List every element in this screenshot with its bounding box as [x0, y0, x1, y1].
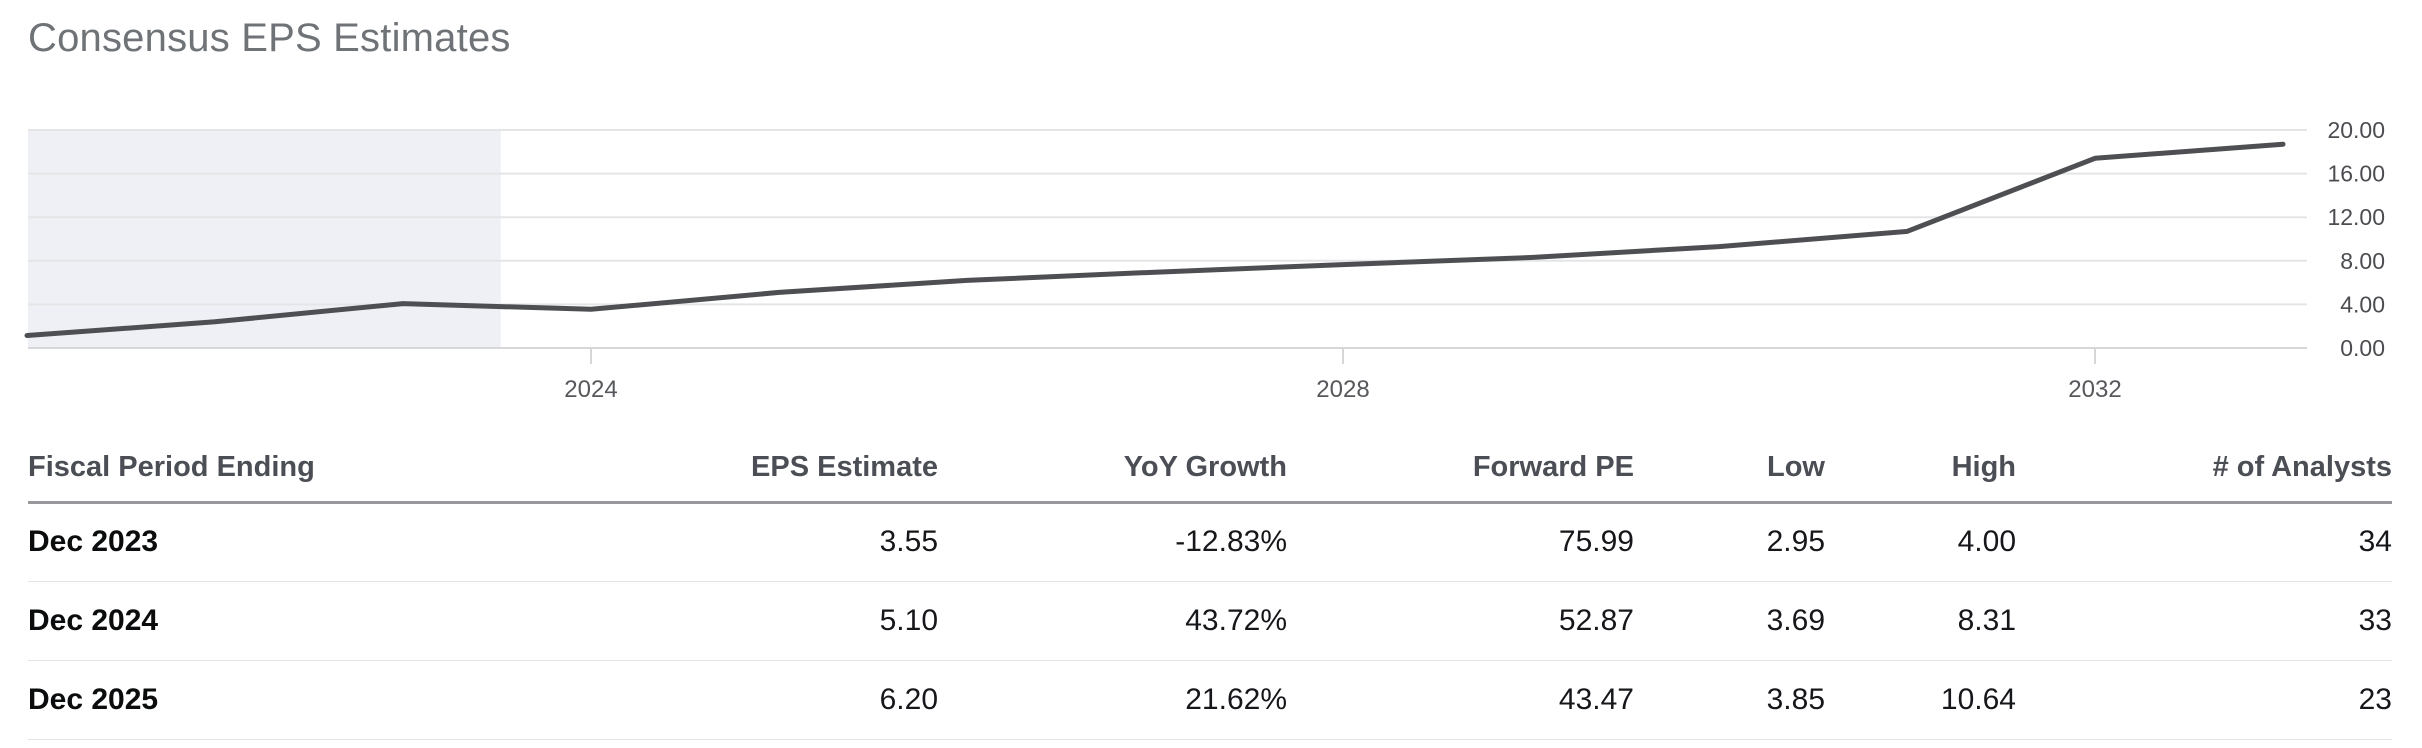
cell-value: 75.99 [1558, 525, 1634, 558]
cell-value: 6.20 [879, 682, 938, 716]
y-tick-label: 0.00 [2340, 335, 2385, 361]
eps-estimates-chart: 0.00 4.00 8.00 12.00 16.00 20.00 2024 2028 2032 [24, 117, 2385, 403]
cell-value: 21.62% [1185, 682, 1287, 716]
cell-value: 43.47 [1558, 682, 1634, 716]
col-header-num-analysts: # of Analysts [2212, 450, 2392, 483]
col-header-fiscal-period: Fiscal Period Ending [28, 450, 315, 483]
cell-value: 8.31 [1957, 603, 2016, 637]
table-row: Dec 2023 3.55 -12.83% 75.99 2.95 4.00 34 [28, 502, 2392, 581]
x-tick-label: 2028 [1316, 376, 1369, 403]
cell-value: 3.69 [1766, 603, 1825, 637]
cell-fiscal-period: Dec 2025 [28, 682, 159, 716]
cell-value: 4.00 [1957, 525, 2016, 558]
page-title: Consensus EPS Estimates [28, 16, 511, 60]
col-header-eps-estimate: EPS Estimate [751, 450, 938, 483]
x-tick-label: 2032 [2068, 376, 2121, 403]
table-row: Dec 2025 6.20 21.62% 43.47 3.85 10.64 23 [28, 660, 2392, 739]
y-tick-label: 20.00 [2327, 117, 2385, 143]
historical-region [28, 130, 501, 348]
col-header-high: High [1951, 450, 2016, 483]
col-header-yoy-growth: YoY Growth [1123, 450, 1287, 483]
cell-value: -12.83% [1175, 525, 1287, 558]
col-header-low: Low [1767, 450, 1825, 483]
cell-fiscal-period: Dec 2023 [28, 525, 159, 558]
cell-value: 52.87 [1558, 603, 1634, 637]
col-header-forward-pe: Forward PE [1472, 450, 1634, 483]
cell-value: 3.55 [879, 525, 938, 558]
table-row: Dec 2024 5.10 43.72% 52.87 3.69 8.31 33 [28, 581, 2392, 660]
cell-value: 33 [2358, 603, 2392, 637]
cell-value: 43.72% [1185, 603, 1287, 637]
cell-value: 34 [2358, 525, 2392, 558]
cell-value: 3.85 [1766, 682, 1825, 716]
y-tick-label: 8.00 [2340, 248, 2385, 274]
y-tick-label: 4.00 [2340, 291, 2385, 317]
y-tick-label: 16.00 [2327, 161, 2385, 187]
y-tick-label: 12.00 [2327, 204, 2385, 230]
cell-value: 2.95 [1766, 525, 1825, 558]
table-header-row: Fiscal Period Ending EPS Estimate YoY Gr… [28, 434, 2392, 502]
eps-estimates-table: Fiscal Period Ending EPS Estimate YoY Gr… [28, 434, 2392, 740]
cell-value: 10.64 [1940, 682, 2016, 716]
eps-estimate-line [24, 141, 2286, 338]
x-tick-label: 2024 [564, 376, 617, 403]
cell-value: 5.10 [879, 603, 938, 637]
cell-fiscal-period: Dec 2024 [28, 603, 159, 637]
cell-value: 23 [2358, 682, 2392, 716]
